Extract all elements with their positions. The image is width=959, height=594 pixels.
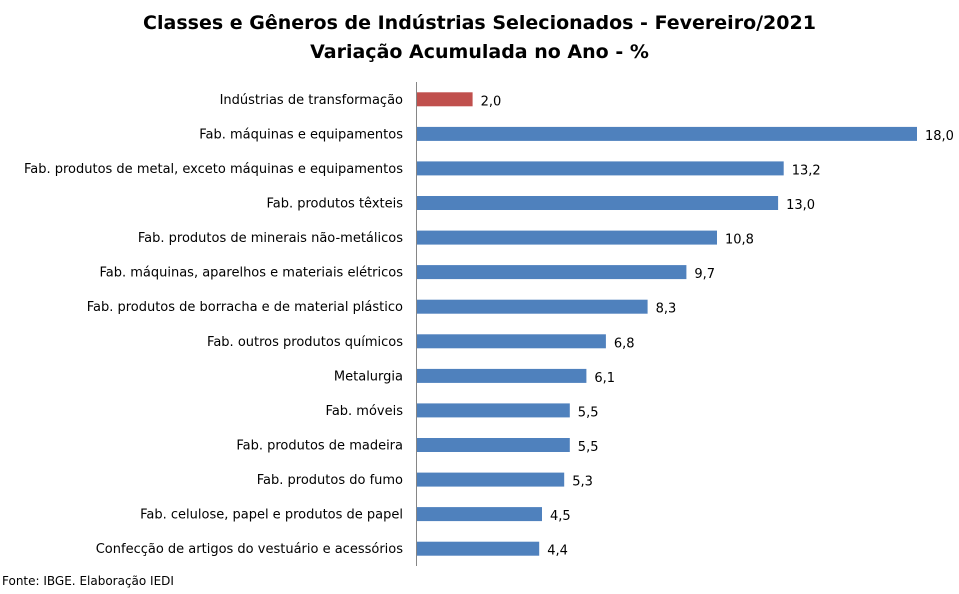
chart-title: Classes e Gêneros de Indústrias Selecion… xyxy=(143,12,816,34)
category-label: Fab. outros produtos químicos xyxy=(207,335,403,350)
data-label: 8,3 xyxy=(656,302,677,317)
data-label: 18,0 xyxy=(925,129,954,144)
category-label: Fab. produtos de metal, exceto máquinas … xyxy=(24,162,403,177)
data-label: 4,4 xyxy=(547,544,568,559)
data-label: 2,0 xyxy=(481,94,502,109)
bar xyxy=(417,92,473,107)
data-label: 10,8 xyxy=(725,233,754,248)
data-label: 5,5 xyxy=(578,405,599,420)
bar xyxy=(417,230,717,245)
category-label: Fab. produtos de minerais não-metálicos xyxy=(138,231,403,246)
bar xyxy=(417,403,570,418)
bar xyxy=(417,472,565,487)
data-label: 6,1 xyxy=(594,371,615,386)
bar xyxy=(417,265,687,280)
bar xyxy=(417,161,784,176)
category-label: Fab. produtos de madeira xyxy=(236,439,403,454)
data-label: 5,5 xyxy=(578,440,599,455)
category-label: Indústrias de transformação xyxy=(220,93,403,108)
category-label: Fab. celulose, papel e produtos de papel xyxy=(140,508,403,523)
category-label: Fab. produtos têxteis xyxy=(266,197,403,212)
data-label: 4,5 xyxy=(550,509,571,524)
data-label: 9,7 xyxy=(694,267,715,282)
bar xyxy=(417,196,779,210)
bar xyxy=(417,507,542,522)
category-label: Fab. máquinas, aparelhos e materiais elé… xyxy=(99,266,403,281)
category-label: Fab. produtos do fumo xyxy=(257,473,403,488)
bar xyxy=(417,299,648,314)
data-label: 6,8 xyxy=(614,336,635,351)
data-label: 13,2 xyxy=(792,163,821,178)
bar xyxy=(417,541,540,556)
bar xyxy=(417,368,587,383)
category-label: Fab. produtos de borracha e de material … xyxy=(87,300,403,315)
category-label: Fab. móveis xyxy=(326,404,404,419)
category-label: Confecção de artigos do vestuário e aces… xyxy=(96,542,404,557)
data-label: 13,0 xyxy=(786,198,815,213)
chart-subtitle: Variação Acumulada no Ano - % xyxy=(310,41,649,63)
data-label: 5,3 xyxy=(572,475,593,490)
category-label: Fab. máquinas e equipamentos xyxy=(199,127,403,142)
category-label: Metalurgia xyxy=(334,369,403,384)
bar xyxy=(417,126,917,141)
bar xyxy=(417,438,570,452)
bar xyxy=(417,334,606,349)
source-note: Fonte: IBGE. Elaboração IEDI xyxy=(2,574,174,588)
